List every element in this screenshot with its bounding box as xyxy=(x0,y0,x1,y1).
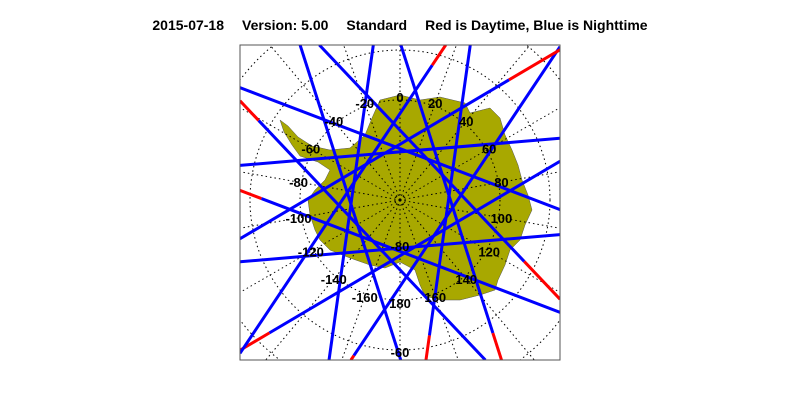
longitude-line xyxy=(265,199,401,360)
daytime-track-segment xyxy=(523,260,560,301)
longitude-label: 100 xyxy=(491,211,513,226)
daytime-track-segment xyxy=(240,99,260,122)
longitude-label: 180 xyxy=(389,296,411,311)
longitude-line xyxy=(399,45,457,201)
longitude-line xyxy=(343,45,401,201)
version-label: Version: 5.00 xyxy=(242,17,329,33)
longitude-line xyxy=(399,107,560,201)
longitude-label: 160 xyxy=(424,290,446,305)
nighttime-track-segment xyxy=(240,136,560,167)
longitude-line xyxy=(399,199,560,293)
nighttime-track-segment xyxy=(327,45,375,360)
daytime-track-segment xyxy=(424,335,431,360)
longitude-label: 40 xyxy=(459,114,473,129)
daytime-track-segment xyxy=(508,48,560,82)
daytime-track-segment xyxy=(430,45,447,67)
longitude-label: 20 xyxy=(428,96,442,111)
nighttime-track-segment xyxy=(240,78,510,241)
nighttime-track-segment xyxy=(399,45,495,334)
nighttime-track-segment xyxy=(240,86,560,211)
map-frame xyxy=(239,44,561,361)
longitude-label: -160 xyxy=(352,290,378,305)
longitude-label: -40 xyxy=(324,114,343,129)
longitude-line xyxy=(240,199,401,293)
longitude-label: -140 xyxy=(321,272,347,287)
longitude-label: -60 xyxy=(301,142,320,157)
longitude-label: -20 xyxy=(355,96,374,111)
daytime-track-segment xyxy=(491,332,503,360)
longitude-label: 140 xyxy=(455,272,477,287)
daytime-track-segment xyxy=(240,189,262,200)
nighttime-track-segment xyxy=(318,45,526,263)
date-label: 2015-07-18 xyxy=(152,17,225,33)
south-pole-marker xyxy=(398,198,402,202)
longitude-label: 60 xyxy=(482,142,496,157)
longitude-label: -80 xyxy=(289,175,308,190)
longitude-label: -100 xyxy=(286,211,312,226)
nighttime-track-segment xyxy=(427,45,472,336)
longitude-label: 80 xyxy=(494,175,508,190)
nighttime-track-segment xyxy=(260,197,560,314)
longitude-line xyxy=(240,107,401,201)
nighttime-track-segment xyxy=(240,233,560,264)
latitude-label: -60 xyxy=(391,345,410,360)
longitude-label: -120 xyxy=(298,245,324,260)
longitude-label: 0 xyxy=(396,90,403,105)
map-title: 2015-07-18 Version: 5.00 Standard Red is Da… xyxy=(0,17,800,33)
longitude-line xyxy=(341,199,401,360)
longitude-label: 120 xyxy=(478,245,500,260)
daytime-track-segment xyxy=(349,354,356,360)
longitude-line xyxy=(399,199,459,360)
nighttime-track-segment xyxy=(240,64,434,355)
legend-label: Red is Daytime, Blue is Nighttime xyxy=(425,17,648,33)
nighttime-track-segment xyxy=(352,45,560,357)
product-label: Standard xyxy=(346,17,408,33)
latitude-label: -80 xyxy=(391,239,410,254)
latitude-circle xyxy=(299,99,501,301)
orbit-tracks xyxy=(240,45,560,360)
longitude-line xyxy=(399,199,535,360)
